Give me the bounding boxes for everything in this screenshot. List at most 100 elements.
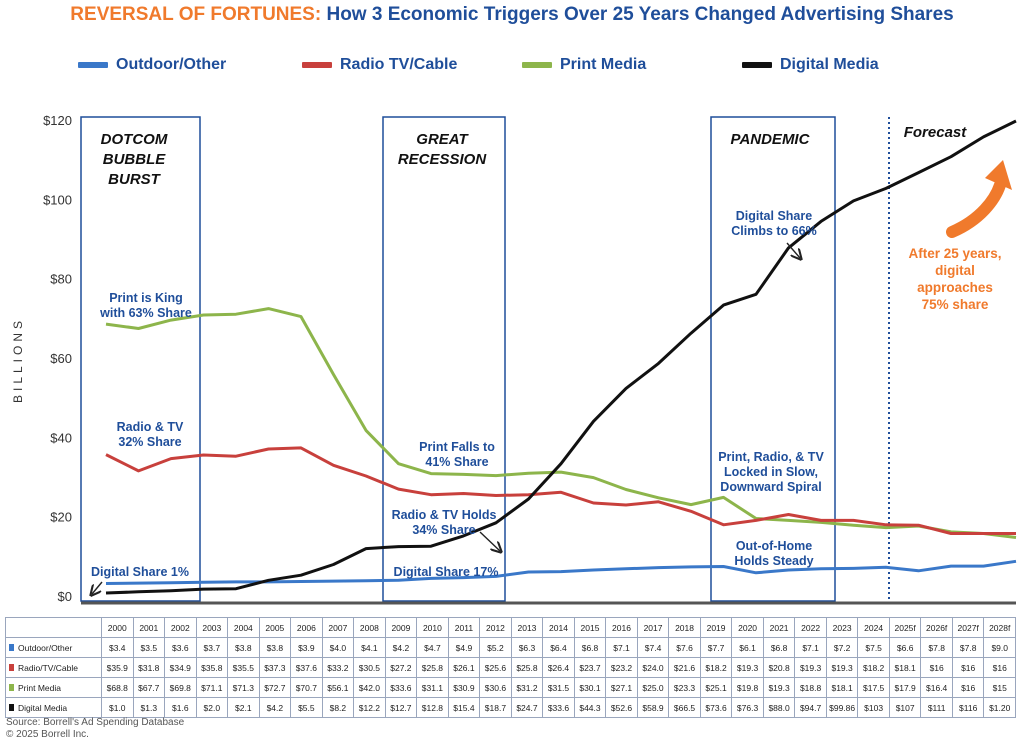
chart-title: REVERSAL OF FORTUNES: How 3 Economic Tri…	[0, 4, 1024, 26]
legend-swatch-print	[522, 62, 552, 68]
legend-swatch-radio	[302, 62, 332, 68]
table-year-header: 2019	[699, 617, 733, 638]
legend-swatch-outdoor	[78, 62, 108, 68]
table-cell: $25.0	[636, 677, 670, 698]
table-cell: $30.6	[479, 677, 512, 698]
table-cell: $35.8	[195, 657, 229, 678]
table-cell: $27.2	[384, 657, 418, 678]
table-cell: $103	[857, 697, 890, 718]
table-cell: $25.8	[416, 657, 449, 678]
table-year-header: 2001	[132, 617, 166, 638]
table-cell: $20.8	[762, 657, 796, 678]
table-cell: $16	[983, 657, 1016, 678]
table-cell: $21.6	[668, 657, 701, 678]
table-cell: $44.3	[573, 697, 607, 718]
table-cell: $8.2	[321, 697, 355, 718]
annotation-after-25: After 25 years, digital approaches 75% shar…	[908, 246, 1001, 312]
table-row-label: Outdoor/Other	[5, 637, 102, 658]
table-cell: $4.2	[384, 637, 418, 658]
table-year-header: 2020	[731, 617, 764, 638]
forecast-arrow-shaft	[946, 179, 1006, 238]
table-year-header: 2025f	[888, 617, 922, 638]
y-tick-label: $20	[50, 510, 72, 525]
table-year-header: 2005	[258, 617, 292, 638]
table-year-header: 2004	[227, 617, 260, 638]
table-year-header: 2028f	[983, 617, 1016, 638]
arrow-radio-holds	[479, 531, 500, 551]
table-year-header: 2021	[762, 617, 796, 638]
table-cell: $6.1	[731, 637, 764, 658]
event-label-pandemic: PANDEMIC	[731, 131, 811, 148]
annotation-digital-1: Digital Share 1%	[91, 565, 189, 579]
legend: Outdoor/Other Radio TV/Cable Print Media…	[0, 56, 1024, 78]
annotation-ooh: Out-of-Home Holds Steady	[734, 539, 813, 568]
table-row-label-text: Radio/TV/Cable	[18, 662, 79, 673]
table-cell: $30.1	[573, 677, 607, 698]
table-cell: $56.1	[321, 677, 355, 698]
y-tick-label: $80	[50, 272, 72, 287]
legend-label-outdoor: Outdoor/Other	[116, 56, 227, 73]
table-cell: $72.7	[258, 677, 292, 698]
table-cell: $12.2	[353, 697, 386, 718]
table-year-header: 2012	[479, 617, 512, 638]
table-cell: $3.8	[227, 637, 260, 658]
table-year-header: 2006	[290, 617, 323, 638]
table-cell: $34.9	[164, 657, 197, 678]
annotation-print-king: Print is King with 63% Share	[99, 291, 192, 320]
table-year-header: 2008	[353, 617, 386, 638]
table-row: Outdoor/Other $3.4 $3.5 $3.6 $3.7 $3.8 $3.8 $3.…	[5, 637, 1016, 658]
table-cell: $6.6	[888, 637, 922, 658]
table-cell: $1.0	[101, 697, 134, 718]
event-label-dotcom: DOTCOM BUBBLE BURST	[101, 131, 168, 188]
y-tick-label: $0	[58, 589, 72, 604]
table-cell: $4.7	[416, 637, 449, 658]
table-cell: $18.1	[888, 657, 922, 678]
legend-item-digital: Digital Media	[742, 56, 879, 74]
table-header-row: 2000 2001 2002 2003 2004 2005 2006 2007 2008 2009…	[5, 617, 1016, 638]
table-year-header: 2003	[195, 617, 229, 638]
table-row-swatch	[9, 664, 14, 672]
table-year-header: 2017	[636, 617, 670, 638]
table-cell: $99.86	[825, 697, 859, 718]
table-cell: $3.4	[101, 637, 134, 658]
table-cell: $3.8	[258, 637, 292, 658]
arrow-digital-1	[92, 581, 103, 594]
event-box-pandemic	[710, 116, 836, 602]
series-line-outdoor	[105, 559, 1017, 585]
y-tick-label: $120	[43, 113, 72, 128]
event-label-recession: GREAT RECESSION	[398, 131, 488, 168]
table-year-header: 2024	[857, 617, 890, 638]
table-cell: $19.3	[731, 657, 764, 678]
table-cell: $18.7	[479, 697, 512, 718]
event-labels: DOTCOM BUBBLE BURST GREAT RECESSION PANDEMIC F…	[101, 124, 968, 188]
table-cell: $116	[951, 697, 985, 718]
y-tick-label: $100	[43, 192, 72, 207]
table-cell: $9.0	[983, 637, 1016, 658]
table-cell: $3.6	[164, 637, 197, 658]
table-cell: $7.1	[794, 637, 827, 658]
table-row-label: Digital Media	[5, 697, 102, 718]
table-row-label-text: Digital Media	[18, 702, 68, 713]
table-year-header: 2002	[164, 617, 197, 638]
table-cell: $33.2	[321, 657, 355, 678]
table-cell: $31.5	[542, 677, 575, 698]
table-row-swatch	[9, 644, 14, 652]
table-cell: $4.2	[258, 697, 292, 718]
table-cell: $33.6	[384, 677, 418, 698]
table-cell: $31.1	[416, 677, 449, 698]
y-tick-label: $40	[50, 430, 72, 445]
data-table: 2000 2001 2002 2003 2004 2005 2006 2007 2008 2009…	[5, 617, 1016, 718]
legend-swatch-digital	[742, 62, 772, 68]
series-line-radio	[105, 446, 1016, 535]
table-year-header: 2011	[447, 617, 481, 638]
table-cell: $6.8	[573, 637, 607, 658]
table-cell: $23.2	[605, 657, 638, 678]
table-cell: $25.8	[510, 657, 544, 678]
table-cell: $19.3	[825, 657, 859, 678]
table-row-label: Print Media	[5, 677, 102, 698]
table-cell: $69.8	[164, 677, 197, 698]
table-row-label-text: Print Media	[18, 682, 61, 693]
table-cell: $27.1	[605, 677, 638, 698]
legend-label-print: Print Media	[560, 56, 647, 73]
table-cell: $6.3	[510, 637, 544, 658]
